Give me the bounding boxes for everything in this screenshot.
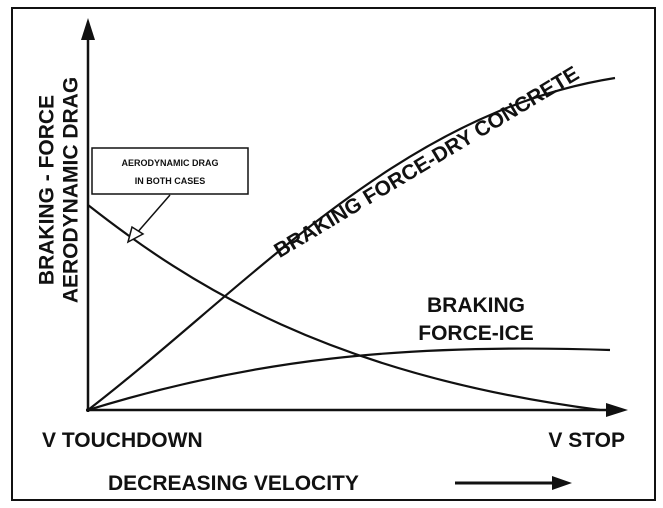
annotation-pointer — [135, 194, 171, 235]
ice-label-2: FORCE-ICE — [418, 322, 534, 345]
y-label-1: BRAKING - FORCE — [36, 95, 59, 285]
annotation-box — [91, 147, 249, 195]
annotation-line-2: IN BOTH CASES — [135, 176, 206, 186]
annotation-pointer-head — [126, 225, 145, 244]
frame — [11, 7, 656, 501]
y-label-2: AERODYNAMIC DRAG — [60, 77, 83, 303]
ice-curve — [87, 347, 611, 412]
ice-label-1: BRAKING — [427, 294, 525, 317]
dry-label: BRAKING FORCE-DRY CONCRETE — [270, 62, 583, 263]
x-label-arrow-head — [552, 476, 572, 490]
annotation-line-1: AERODYNAMIC DRAG — [121, 158, 218, 168]
dry-curve — [87, 76, 616, 411]
y-axis-arrow — [81, 18, 95, 40]
x-start-label: V TOUCHDOWN — [42, 429, 203, 452]
x-axis-label: DECREASING VELOCITY — [108, 472, 359, 495]
x-axis-arrow — [606, 403, 628, 417]
x-end-label: V STOP — [548, 429, 625, 452]
